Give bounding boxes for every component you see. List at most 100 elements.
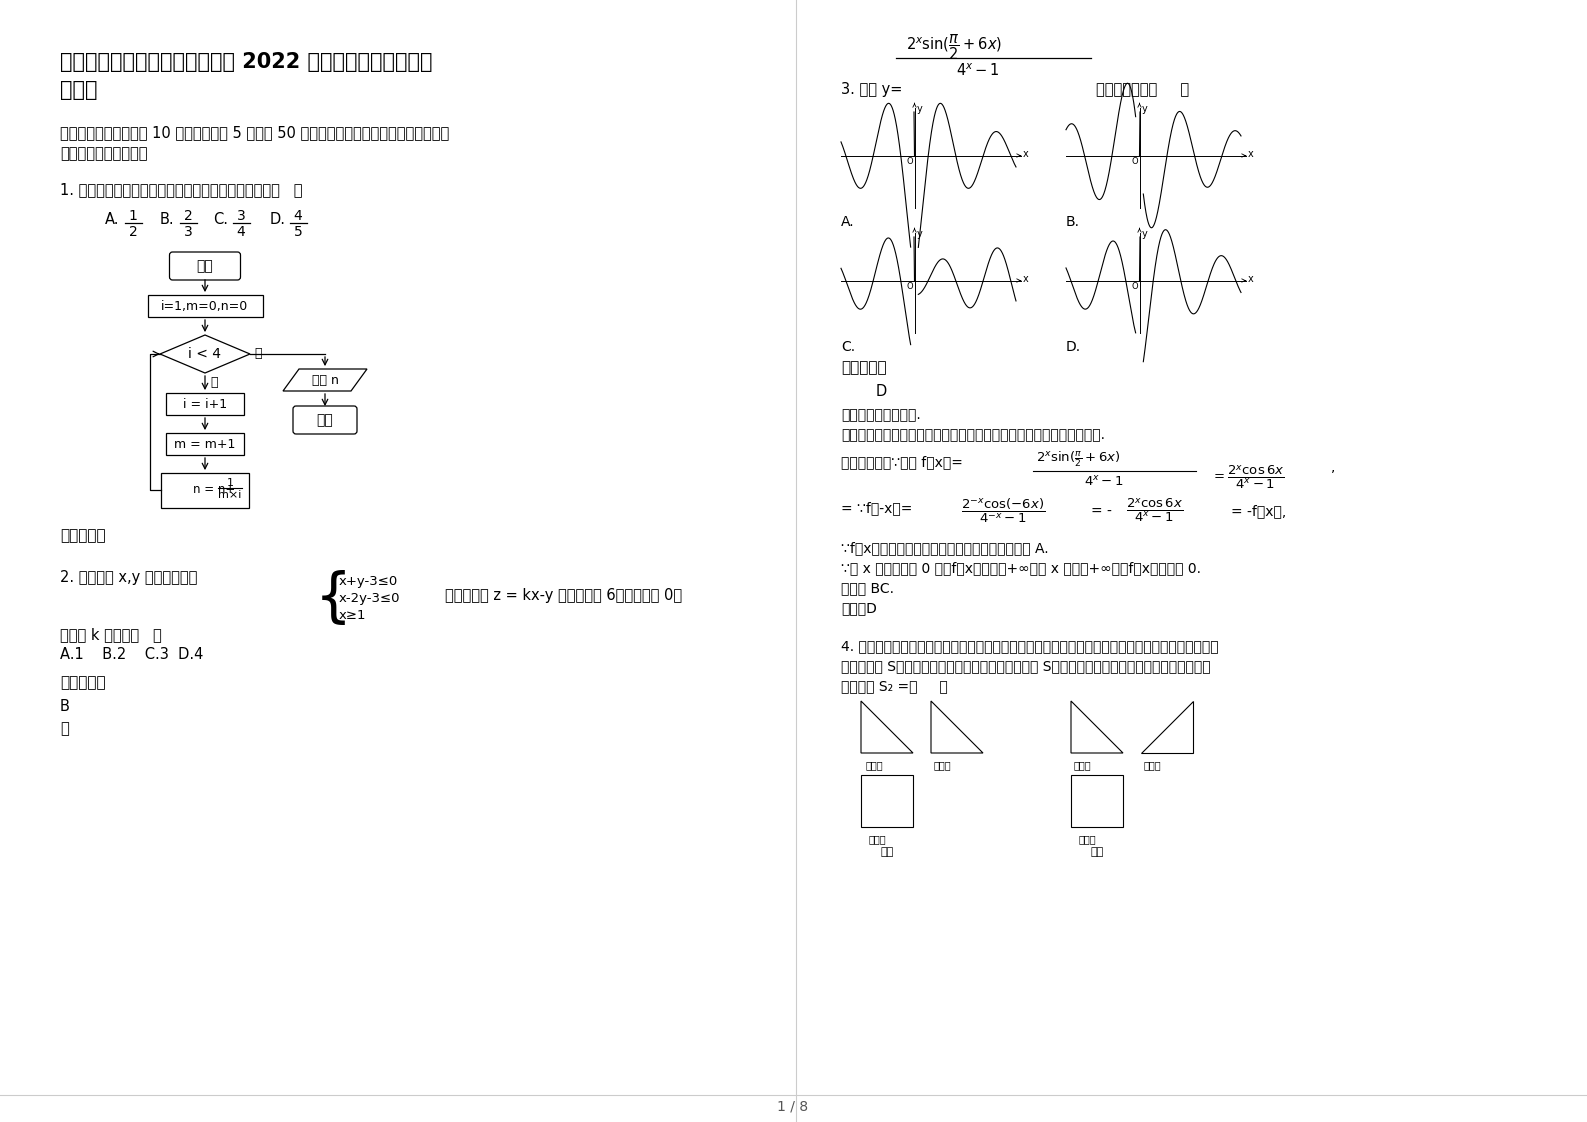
Polygon shape <box>1141 701 1193 753</box>
Text: 俯视图: 俯视图 <box>1079 834 1097 844</box>
Text: D.: D. <box>1066 340 1081 355</box>
Text: 大的面积为 S，图二所对应几何体中最大面的面积为 S，三视图中所有三角形均为全等的等腰直三: 大的面积为 S，图二所对应几何体中最大面的面积为 S，三视图中所有三角形均为全等… <box>841 659 1211 673</box>
Text: O: O <box>1132 156 1138 166</box>
Text: i=1,m=0,n=0: i=1,m=0,n=0 <box>162 300 249 313</box>
Polygon shape <box>1071 701 1124 753</box>
Text: A.: A. <box>105 212 119 227</box>
Text: 是: 是 <box>209 376 217 389</box>
Text: O: O <box>906 282 913 291</box>
Text: m×i: m×i <box>219 490 241 500</box>
Text: 2: 2 <box>184 209 192 223</box>
Text: y: y <box>917 104 922 114</box>
Text: 开始: 开始 <box>197 259 213 273</box>
Text: $\dfrac{2^x\cos 6x}{4^x-1}$: $\dfrac{2^x\cos 6x}{4^x-1}$ <box>1127 496 1184 524</box>
Text: x: x <box>1024 148 1028 158</box>
Text: 图一: 图一 <box>881 847 893 857</box>
Text: O: O <box>906 156 913 166</box>
Text: ∵f（x）为奇函数，故图象关于原点对称，故排除 A.: ∵f（x）为奇函数，故图象关于原点对称，故排除 A. <box>841 541 1049 555</box>
Text: B.: B. <box>160 212 175 227</box>
Text: = -f（x）,: = -f（x）, <box>1232 504 1285 518</box>
Text: 参考答案：: 参考答案： <box>841 360 887 375</box>
Text: = -: = - <box>1090 504 1112 518</box>
Text: ∵当 x 从右趋向于 0 时，f（x）趋向于+∞，当 x 趋向于+∞时，f（x）趋向于 0.: ∵当 x 从右趋向于 0 时，f（x）趋向于+∞，当 x 趋向于+∞时，f（x）… <box>841 561 1201 574</box>
Text: = ∵f（-x）=: = ∵f（-x）= <box>841 502 913 515</box>
Text: 的图象大致为（     ）: 的图象大致为（ ） <box>1097 82 1189 96</box>
Polygon shape <box>160 335 251 373</box>
Text: 正视图: 正视图 <box>1074 760 1092 770</box>
Text: 侧视图: 侧视图 <box>935 760 952 770</box>
Text: 结束: 结束 <box>317 413 333 427</box>
Text: x-2y-3≤0: x-2y-3≤0 <box>340 592 400 605</box>
Text: 侧视图: 侧视图 <box>1144 760 1162 770</box>
Text: n = n+: n = n+ <box>194 482 235 496</box>
Text: y: y <box>1141 104 1147 114</box>
Text: x: x <box>1247 148 1254 158</box>
Text: 3: 3 <box>184 226 192 239</box>
Text: A.1    B.2    C.3  D.4: A.1 B.2 C.3 D.4 <box>60 647 203 662</box>
Bar <box>160 473 249 508</box>
FancyBboxPatch shape <box>294 406 357 434</box>
Text: 【考点】函数的图象.: 【考点】函数的图象. <box>841 408 920 422</box>
Text: x: x <box>1247 274 1254 284</box>
Text: 2: 2 <box>129 226 138 239</box>
Text: 略: 略 <box>60 721 68 736</box>
Text: 5: 5 <box>294 226 303 239</box>
Text: 角形，则 S₂ =（     ）: 角形，则 S₂ =（ ） <box>841 679 947 693</box>
Text: C.: C. <box>213 212 229 227</box>
Text: x≥1: x≥1 <box>340 609 367 622</box>
Text: $2^x\sin(\frac{\pi}{2}+6x)$: $2^x\sin(\frac{\pi}{2}+6x)$ <box>1036 449 1120 469</box>
Text: 1: 1 <box>129 209 138 223</box>
Text: 【分析】先判断函数的奇偶性，再根据函数値的变化规律即可得到答案.: 【分析】先判断函数的奇偶性，再根据函数値的变化规律即可得到答案. <box>841 427 1105 442</box>
Text: m = m+1: m = m+1 <box>175 438 236 451</box>
Text: $\dfrac{2^{-x}\cos(-6x)}{4^{-x}-1}$: $\dfrac{2^{-x}\cos(-6x)}{4^{-x}-1}$ <box>962 496 1046 525</box>
Text: {: { <box>314 570 352 626</box>
Text: 3. 函数 y=: 3. 函数 y= <box>841 82 903 96</box>
Bar <box>167 433 244 456</box>
Text: 故选：D: 故选：D <box>841 601 878 615</box>
Text: $=\dfrac{2^x\cos 6x}{4^x-1}$: $=\dfrac{2^x\cos 6x}{4^x-1}$ <box>1211 463 1284 491</box>
Text: D.: D. <box>270 212 286 227</box>
Text: 是一个符合题目要求的: 是一个符合题目要求的 <box>60 146 148 160</box>
Text: 【解答】解：∵函数 f（x）=: 【解答】解：∵函数 f（x）= <box>841 456 963 469</box>
Polygon shape <box>282 369 367 390</box>
Text: 参考答案：: 参考答案： <box>60 528 106 543</box>
Text: B: B <box>60 699 70 714</box>
Text: y: y <box>917 229 922 239</box>
Text: 图二: 图二 <box>1090 847 1103 857</box>
Text: i = i+1: i = i+1 <box>183 397 227 411</box>
Text: 参考答案：: 参考答案： <box>60 675 106 690</box>
Text: 3: 3 <box>236 209 246 223</box>
Bar <box>167 393 244 415</box>
Text: $2^x\sin(\dfrac{\pi}{2}+6x)$: $2^x\sin(\dfrac{\pi}{2}+6x)$ <box>906 33 1001 62</box>
Text: 1 / 8: 1 / 8 <box>778 1100 808 1114</box>
Text: 1. 右图是一个算法的程序框图，该算法输出的结果是（   ）: 1. 右图是一个算法的程序框图，该算法输出的结果是（ ） <box>60 182 303 197</box>
Text: 输出 n: 输出 n <box>311 374 338 386</box>
Text: D: D <box>876 384 887 399</box>
Text: B.: B. <box>1066 215 1081 229</box>
Text: 4: 4 <box>294 209 303 223</box>
Text: C.: C. <box>841 340 855 355</box>
Text: $4^x - 1$: $4^x - 1$ <box>955 62 1000 79</box>
Polygon shape <box>932 701 982 753</box>
Text: y: y <box>1141 229 1147 239</box>
Text: 否: 否 <box>254 347 262 360</box>
Text: 一、选择题：本大题共 10 小题，每小题 5 分，共 50 分。在每小题给出的四个选项中，只有: 一、选择题：本大题共 10 小题，每小题 5 分，共 50 分。在每小题给出的四… <box>60 125 449 140</box>
Polygon shape <box>862 701 913 753</box>
Text: 正视图: 正视图 <box>867 760 884 770</box>
Text: 4: 4 <box>236 226 246 239</box>
Text: ,: , <box>1331 460 1335 473</box>
Text: 2. 如果实数 x,y 满足不等式组: 2. 如果实数 x,y 满足不等式组 <box>60 570 197 585</box>
Text: x: x <box>1024 274 1028 284</box>
Bar <box>1071 775 1124 827</box>
Bar <box>862 775 913 827</box>
Text: 故排除 BC.: 故排除 BC. <box>841 581 893 595</box>
Text: O: O <box>1132 282 1138 291</box>
Text: A.: A. <box>841 215 855 229</box>
Text: 则实数 k 的値为（   ）: 则实数 k 的値为（ ） <box>60 627 162 642</box>
FancyBboxPatch shape <box>170 252 241 280</box>
Text: 俯视图: 俯视图 <box>870 834 887 844</box>
Text: 含解析: 含解析 <box>60 80 97 100</box>
Text: 4. 小明在解决三视图还原问题时，错把图一的三视图看成图二的三视图，假设图一所对应几何体中最: 4. 小明在解决三视图还原问题时，错把图一的三视图看成图二的三视图，假设图一所对… <box>841 640 1219 653</box>
Bar <box>148 295 262 318</box>
Text: 内蒙古自治区赤峰市山头乡中学 2022 年高三数学文月考试卷: 内蒙古自治区赤峰市山头乡中学 2022 年高三数学文月考试卷 <box>60 52 433 72</box>
